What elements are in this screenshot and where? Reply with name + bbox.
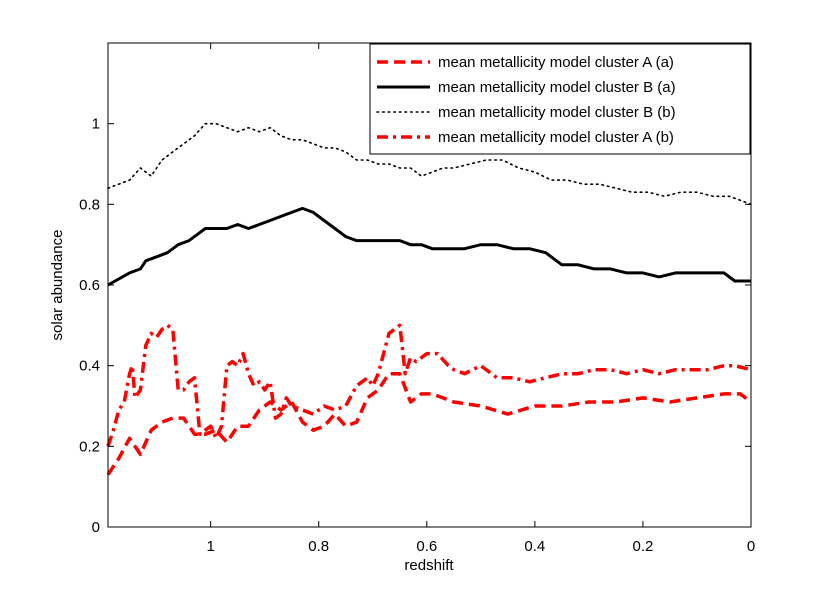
legend-label-4: mean metallicity model cluster A (b) [438, 129, 674, 146]
x-tick-label: 1 [206, 538, 214, 555]
y-axis-label: solar abundance [49, 230, 66, 341]
legend-box [369, 43, 751, 155]
y-tick-label: 0.4 [79, 358, 100, 375]
x-axis-label: redshift [404, 557, 454, 574]
legend-label-1: mean metallicity model cluster A (a) [438, 54, 674, 71]
x-tick-label: 0.6 [416, 538, 437, 555]
x-tick-label: 0.8 [308, 538, 329, 555]
y-tick-label: 1 [92, 116, 100, 133]
legend: mean metallicity model cluster A (a) mean… [369, 43, 751, 155]
ticks-layer: 1 0.8 0.6 0.4 0.2 0 0 0.2 0.4 0.6 0.8 1 [79, 43, 755, 555]
x-tick-label: 0.4 [524, 538, 545, 555]
y-tick-label: 0.2 [79, 438, 100, 455]
y-tick-label: 0.8 [79, 196, 100, 213]
y-tick-label: 0 [92, 519, 100, 536]
series-line-4 [106, 323, 752, 447]
legend-label-2: mean metallicity model cluster B (a) [438, 79, 676, 96]
x-tick-label: 0 [747, 538, 755, 555]
x-tick-label: 0.2 [633, 538, 654, 555]
legend-label-3: mean metallicity model cluster B (b) [438, 104, 676, 121]
y-tick-label: 0.6 [79, 277, 100, 294]
series-line-3 [107, 122, 752, 206]
series-layer [106, 122, 753, 476]
series-line-2 [107, 206, 751, 287]
